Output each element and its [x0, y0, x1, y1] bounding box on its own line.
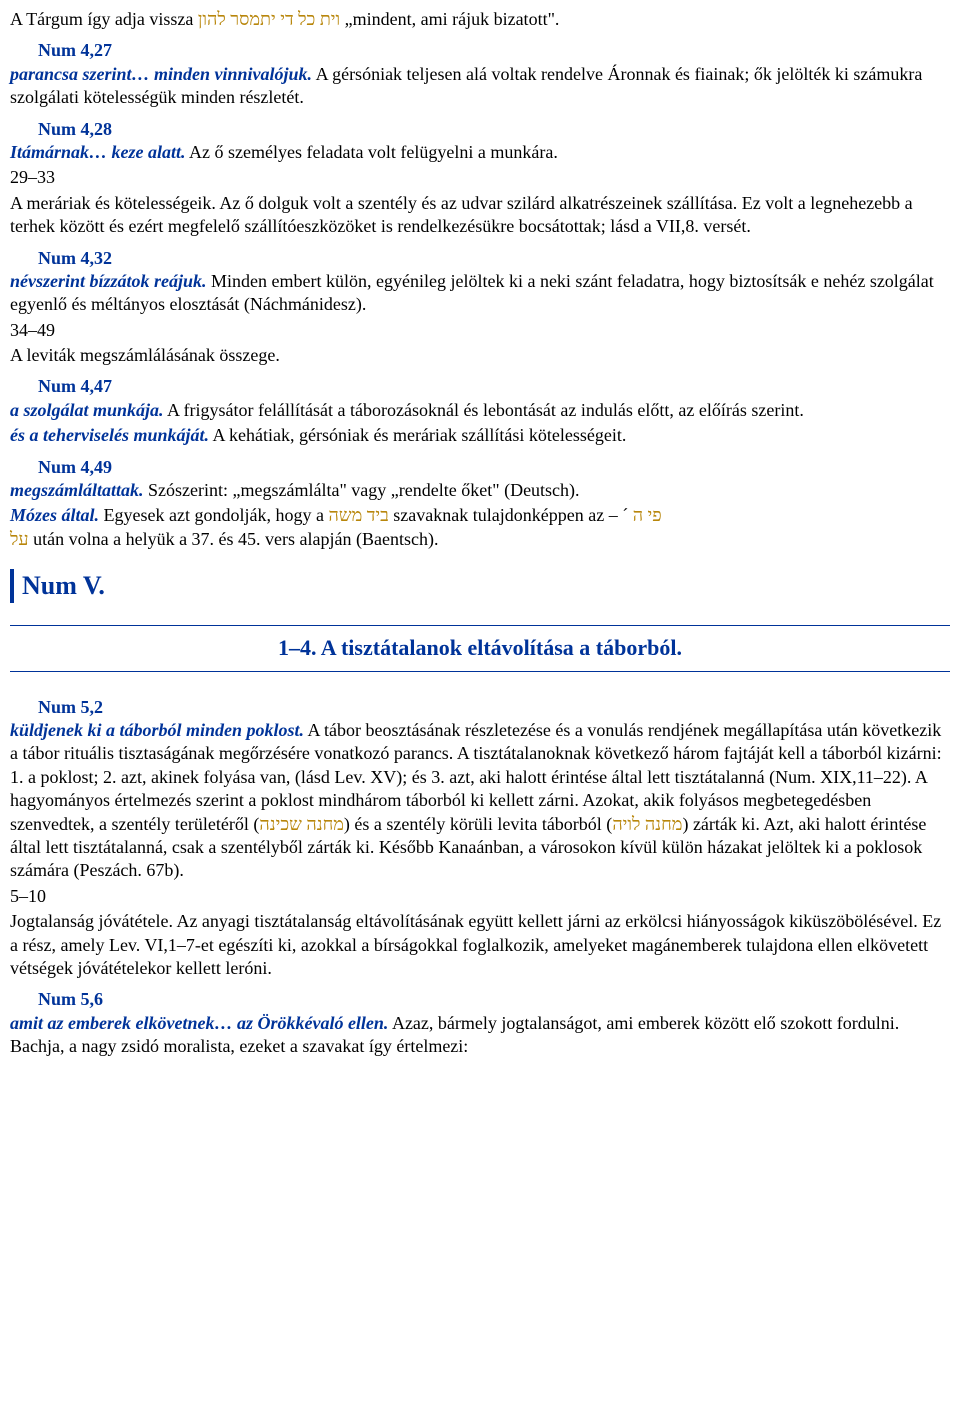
text: Az ő személyes feladata volt felügyelni …	[186, 142, 558, 162]
hebrew-text: מחנה לויה	[612, 814, 682, 834]
text: szavaknak tulajdonképpen az – ´	[389, 505, 633, 525]
hebrew-text: מחנה שכינה	[259, 814, 344, 834]
hebrew-text: ביד משה	[328, 505, 388, 525]
rule	[10, 625, 950, 626]
paragraph: A Tárgum így adja vissza וית כל די יתמסר…	[10, 8, 950, 31]
paragraph: amit az emberek elkövetnek… az Örökkéval…	[10, 1012, 950, 1059]
lead-phrase: Itámárnak… keze alatt.	[10, 142, 186, 162]
verse-range: 5–10	[10, 885, 950, 908]
paragraph: parancsa szerint… minden vinnivalójuk. A…	[10, 63, 950, 110]
paragraph: és a teherviselés munkáját. A kehátiak, …	[10, 424, 950, 447]
paragraph: A meráriak és kötelességeik. Az ő dolguk…	[10, 192, 950, 239]
verse-ref: Num 4,32	[38, 247, 112, 270]
lead-phrase: és a teherviselés munkáját.	[10, 425, 209, 445]
text: Egyesek azt gondolják, hogy a	[99, 505, 328, 525]
verse-ref: Num 4,49	[38, 456, 112, 479]
hebrew-text: וית כל די יתמסר להון	[198, 9, 340, 29]
hebrew-text: פי ה	[633, 505, 662, 525]
text: Szószerint: „megszámlálta" vagy „rendelt…	[144, 480, 580, 500]
verse-ref: Num 5,6	[38, 988, 103, 1011]
text: „mindent, ami rájuk bizatott".	[340, 9, 559, 29]
lead-phrase: megszámláltattak.	[10, 480, 144, 500]
text: ) és a szentély körüli levita táborból (	[344, 814, 612, 834]
chapter-heading: Num V.	[10, 569, 950, 603]
paragraph: Mózes által. Egyesek azt gondolják, hogy…	[10, 504, 950, 551]
paragraph: a szolgálat munkája. A frigysátor feláll…	[10, 399, 950, 422]
paragraph: A leviták megszámlálásának összege.	[10, 344, 950, 367]
paragraph: megszámláltattak. Szószerint: „megszámlá…	[10, 479, 950, 502]
text: után volna a helyük a 37. és 45. vers al…	[29, 529, 439, 549]
paragraph: Jogtalanság jóvátétele. Az anyagi tisztá…	[10, 910, 950, 980]
text: A kehátiak, gérsóniak és meráriak szállí…	[209, 425, 626, 445]
hebrew-text: על	[10, 529, 29, 549]
section-divider: 1–4. A tisztátalanok eltávolítása a tábo…	[10, 625, 950, 672]
paragraph: Itámárnak… keze alatt. Az ő személyes fe…	[10, 141, 950, 164]
lead-phrase: amit az emberek elkövetnek… az Örökkéval…	[10, 1013, 388, 1033]
verse-ref: Num 4,27	[38, 39, 112, 62]
section-title: 1–4. A tisztátalanok eltávolítása a tábo…	[10, 634, 950, 663]
text: A Tárgum így adja vissza	[10, 9, 198, 29]
lead-phrase: a szolgálat munkája.	[10, 400, 164, 420]
lead-phrase: névszerint bízzátok reájuk.	[10, 271, 207, 291]
lead-phrase: parancsa szerint… minden vinnivalójuk.	[10, 64, 312, 84]
paragraph: küldjenek ki a táborból minden poklost. …	[10, 719, 950, 883]
verse-range: 34–49	[10, 319, 950, 342]
text: A frigysátor felállítását a táborozásokn…	[164, 400, 804, 420]
verse-ref: Num 4,47	[38, 375, 112, 398]
lead-phrase: Mózes által.	[10, 505, 99, 525]
verse-ref: Num 4,28	[38, 118, 112, 141]
paragraph: névszerint bízzátok reájuk. Minden ember…	[10, 270, 950, 317]
verse-range: 29–33	[10, 166, 950, 189]
verse-ref: Num 5,2	[38, 696, 103, 719]
lead-phrase: küldjenek ki a táborból minden poklost.	[10, 720, 304, 740]
rule	[10, 671, 950, 672]
